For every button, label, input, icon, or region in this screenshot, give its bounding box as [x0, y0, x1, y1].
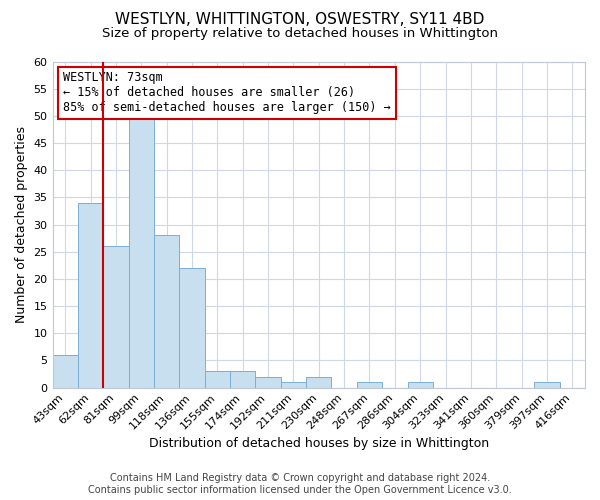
Bar	[103, 246, 128, 388]
Bar	[154, 236, 179, 388]
Bar	[128, 116, 154, 388]
Bar	[205, 372, 230, 388]
Bar	[53, 355, 78, 388]
Bar	[179, 268, 205, 388]
Bar	[407, 382, 433, 388]
Text: WESTLYN, WHITTINGTON, OSWESTRY, SY11 4BD: WESTLYN, WHITTINGTON, OSWESTRY, SY11 4BD	[115, 12, 485, 28]
Bar	[230, 372, 256, 388]
Bar	[78, 203, 103, 388]
Bar	[306, 376, 331, 388]
Bar	[281, 382, 306, 388]
X-axis label: Distribution of detached houses by size in Whittington: Distribution of detached houses by size …	[149, 437, 489, 450]
Text: Size of property relative to detached houses in Whittington: Size of property relative to detached ho…	[102, 28, 498, 40]
Text: WESTLYN: 73sqm
← 15% of detached houses are smaller (26)
85% of semi-detached ho: WESTLYN: 73sqm ← 15% of detached houses …	[63, 72, 391, 114]
Y-axis label: Number of detached properties: Number of detached properties	[15, 126, 28, 323]
Text: Contains HM Land Registry data © Crown copyright and database right 2024.
Contai: Contains HM Land Registry data © Crown c…	[88, 474, 512, 495]
Bar	[534, 382, 560, 388]
Bar	[357, 382, 382, 388]
Bar	[256, 376, 281, 388]
